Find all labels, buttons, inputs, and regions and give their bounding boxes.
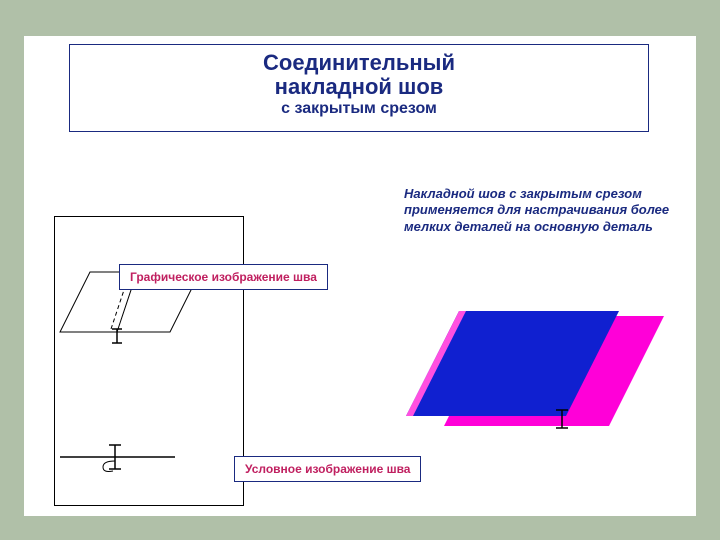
stitch-mark-bottom-icon bbox=[103, 445, 121, 472]
schematic-svg bbox=[55, 217, 245, 507]
label-conventional: Условное изображение шва bbox=[234, 456, 421, 482]
colored-svg bbox=[404, 296, 674, 476]
colored-diagram bbox=[404, 296, 674, 476]
content-panel: Соединительный накладной шов с закрытым … bbox=[24, 36, 696, 516]
title-line-1: Соединительный bbox=[70, 51, 648, 75]
title-line-3: с закрытым срезом bbox=[70, 99, 648, 120]
stitch-mark-top-icon bbox=[112, 329, 122, 343]
schematic-frame bbox=[54, 216, 244, 506]
title-line-2: накладной шов bbox=[70, 75, 648, 99]
label-graphic: Графическое изображение шва bbox=[119, 264, 328, 290]
description-text: Накладной шов с закрытым срезом применяе… bbox=[404, 186, 684, 235]
title-box: Соединительный накладной шов с закрытым … bbox=[69, 44, 649, 132]
